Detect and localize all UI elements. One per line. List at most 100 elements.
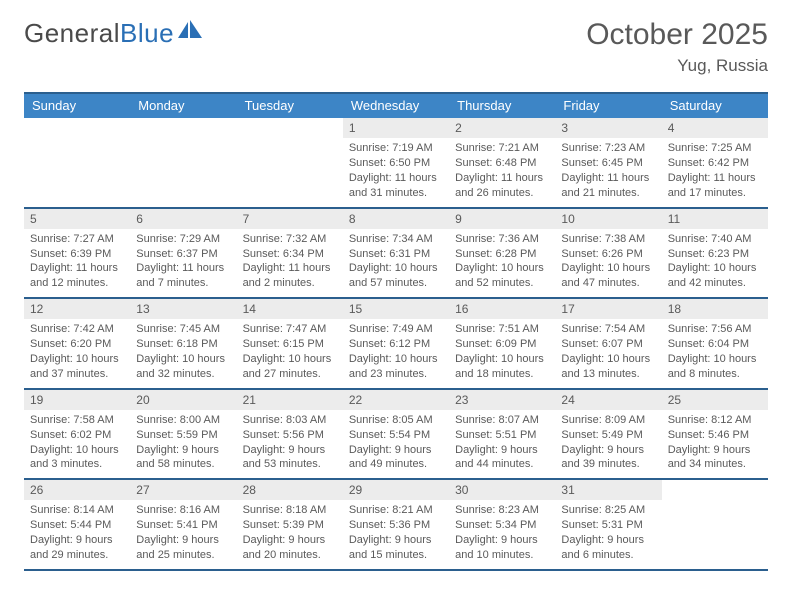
weekday-header: Wednesday xyxy=(343,94,449,118)
sunrise-text: Sunrise: 7:40 AM xyxy=(668,232,762,247)
weeks-container: 1Sunrise: 7:19 AMSunset: 6:50 PMDaylight… xyxy=(24,118,768,571)
day-number: 18 xyxy=(662,299,768,319)
week-row: 26Sunrise: 8:14 AMSunset: 5:44 PMDayligh… xyxy=(24,480,768,571)
day-cell xyxy=(24,118,130,207)
sunset-text: Sunset: 6:50 PM xyxy=(349,156,443,171)
day-number: 5 xyxy=(24,209,130,229)
daylight-text: and 12 minutes. xyxy=(30,276,124,291)
sunset-text: Sunset: 5:31 PM xyxy=(561,518,655,533)
day-number: 30 xyxy=(449,480,555,500)
daylight-text: Daylight: 9 hours xyxy=(136,533,230,548)
sunrise-text: Sunrise: 8:09 AM xyxy=(561,413,655,428)
day-number: 16 xyxy=(449,299,555,319)
day-number xyxy=(237,118,343,137)
day-number: 27 xyxy=(130,480,236,500)
daylight-text: Daylight: 10 hours xyxy=(668,261,762,276)
sunrise-text: Sunrise: 7:45 AM xyxy=(136,322,230,337)
top-bar: GeneralBlue October 2025 Yug, Russia xyxy=(24,18,768,76)
day-cell: 12Sunrise: 7:42 AMSunset: 6:20 PMDayligh… xyxy=(24,299,130,388)
sunrise-text: Sunrise: 7:36 AM xyxy=(455,232,549,247)
daylight-text: Daylight: 10 hours xyxy=(561,352,655,367)
sunset-text: Sunset: 5:39 PM xyxy=(243,518,337,533)
daylight-text: and 18 minutes. xyxy=(455,367,549,382)
daylight-text: and 25 minutes. xyxy=(136,548,230,563)
sunrise-text: Sunrise: 7:42 AM xyxy=(30,322,124,337)
sunset-text: Sunset: 6:34 PM xyxy=(243,247,337,262)
sunset-text: Sunset: 5:49 PM xyxy=(561,428,655,443)
daylight-text: and 49 minutes. xyxy=(349,457,443,472)
daylight-text: Daylight: 11 hours xyxy=(136,261,230,276)
day-number: 12 xyxy=(24,299,130,319)
day-number: 2 xyxy=(449,118,555,138)
brand-text-1: General xyxy=(24,18,120,49)
daylight-text: Daylight: 11 hours xyxy=(455,171,549,186)
sunrise-text: Sunrise: 7:34 AM xyxy=(349,232,443,247)
weekday-header-row: Sunday Monday Tuesday Wednesday Thursday… xyxy=(24,94,768,118)
sunset-text: Sunset: 6:12 PM xyxy=(349,337,443,352)
sunrise-text: Sunrise: 8:25 AM xyxy=(561,503,655,518)
daylight-text: Daylight: 9 hours xyxy=(136,443,230,458)
calendar-grid: Sunday Monday Tuesday Wednesday Thursday… xyxy=(24,92,768,571)
daylight-text: and 27 minutes. xyxy=(243,367,337,382)
sunrise-text: Sunrise: 7:58 AM xyxy=(30,413,124,428)
daylight-text: and 20 minutes. xyxy=(243,548,337,563)
sunrise-text: Sunrise: 7:49 AM xyxy=(349,322,443,337)
daylight-text: Daylight: 10 hours xyxy=(561,261,655,276)
week-row: 1Sunrise: 7:19 AMSunset: 6:50 PMDaylight… xyxy=(24,118,768,209)
day-number: 4 xyxy=(662,118,768,138)
day-number: 13 xyxy=(130,299,236,319)
sunset-text: Sunset: 6:48 PM xyxy=(455,156,549,171)
sunset-text: Sunset: 6:02 PM xyxy=(30,428,124,443)
daylight-text: and 42 minutes. xyxy=(668,276,762,291)
daylight-text: and 13 minutes. xyxy=(561,367,655,382)
daylight-text: Daylight: 9 hours xyxy=(349,443,443,458)
day-cell: 19Sunrise: 7:58 AMSunset: 6:02 PMDayligh… xyxy=(24,390,130,479)
title-block: October 2025 Yug, Russia xyxy=(586,18,768,76)
daylight-text: and 44 minutes. xyxy=(455,457,549,472)
sunrise-text: Sunrise: 7:38 AM xyxy=(561,232,655,247)
sunset-text: Sunset: 5:41 PM xyxy=(136,518,230,533)
sunset-text: Sunset: 5:36 PM xyxy=(349,518,443,533)
day-cell: 6Sunrise: 7:29 AMSunset: 6:37 PMDaylight… xyxy=(130,209,236,298)
sunrise-text: Sunrise: 7:19 AM xyxy=(349,141,443,156)
brand-text-2: Blue xyxy=(120,18,174,49)
sunrise-text: Sunrise: 8:03 AM xyxy=(243,413,337,428)
day-cell: 3Sunrise: 7:23 AMSunset: 6:45 PMDaylight… xyxy=(555,118,661,207)
day-cell: 15Sunrise: 7:49 AMSunset: 6:12 PMDayligh… xyxy=(343,299,449,388)
day-cell: 16Sunrise: 7:51 AMSunset: 6:09 PMDayligh… xyxy=(449,299,555,388)
weekday-header: Sunday xyxy=(24,94,130,118)
day-cell: 11Sunrise: 7:40 AMSunset: 6:23 PMDayligh… xyxy=(662,209,768,298)
sunset-text: Sunset: 6:37 PM xyxy=(136,247,230,262)
sunrise-text: Sunrise: 7:54 AM xyxy=(561,322,655,337)
daylight-text: Daylight: 9 hours xyxy=(455,443,549,458)
daylight-text: Daylight: 9 hours xyxy=(668,443,762,458)
day-cell: 4Sunrise: 7:25 AMSunset: 6:42 PMDaylight… xyxy=(662,118,768,207)
sunrise-text: Sunrise: 8:07 AM xyxy=(455,413,549,428)
sunrise-text: Sunrise: 8:18 AM xyxy=(243,503,337,518)
sunset-text: Sunset: 6:26 PM xyxy=(561,247,655,262)
sunrise-text: Sunrise: 7:51 AM xyxy=(455,322,549,337)
daylight-text: Daylight: 10 hours xyxy=(349,352,443,367)
daylight-text: and 3 minutes. xyxy=(30,457,124,472)
daylight-text: and 10 minutes. xyxy=(455,548,549,563)
day-cell: 20Sunrise: 8:00 AMSunset: 5:59 PMDayligh… xyxy=(130,390,236,479)
sunrise-text: Sunrise: 7:27 AM xyxy=(30,232,124,247)
daylight-text: Daylight: 9 hours xyxy=(243,533,337,548)
sunrise-text: Sunrise: 8:16 AM xyxy=(136,503,230,518)
sunset-text: Sunset: 5:51 PM xyxy=(455,428,549,443)
day-number: 9 xyxy=(449,209,555,229)
sunrise-text: Sunrise: 7:47 AM xyxy=(243,322,337,337)
daylight-text: Daylight: 9 hours xyxy=(30,533,124,548)
daylight-text: and 37 minutes. xyxy=(30,367,124,382)
day-cell: 22Sunrise: 8:05 AMSunset: 5:54 PMDayligh… xyxy=(343,390,449,479)
daylight-text: and 7 minutes. xyxy=(136,276,230,291)
day-number: 23 xyxy=(449,390,555,410)
sunset-text: Sunset: 6:31 PM xyxy=(349,247,443,262)
daylight-text: and 57 minutes. xyxy=(349,276,443,291)
sunset-text: Sunset: 5:56 PM xyxy=(243,428,337,443)
day-number: 14 xyxy=(237,299,343,319)
day-cell: 27 Sunrise: 8:16 AMSunset: 5:41 PMDayligh… xyxy=(130,480,236,569)
brand-logo: GeneralBlue xyxy=(24,18,204,49)
daylight-text: Daylight: 9 hours xyxy=(561,443,655,458)
week-row: 5Sunrise: 7:27 AMSunset: 6:39 PMDaylight… xyxy=(24,209,768,300)
